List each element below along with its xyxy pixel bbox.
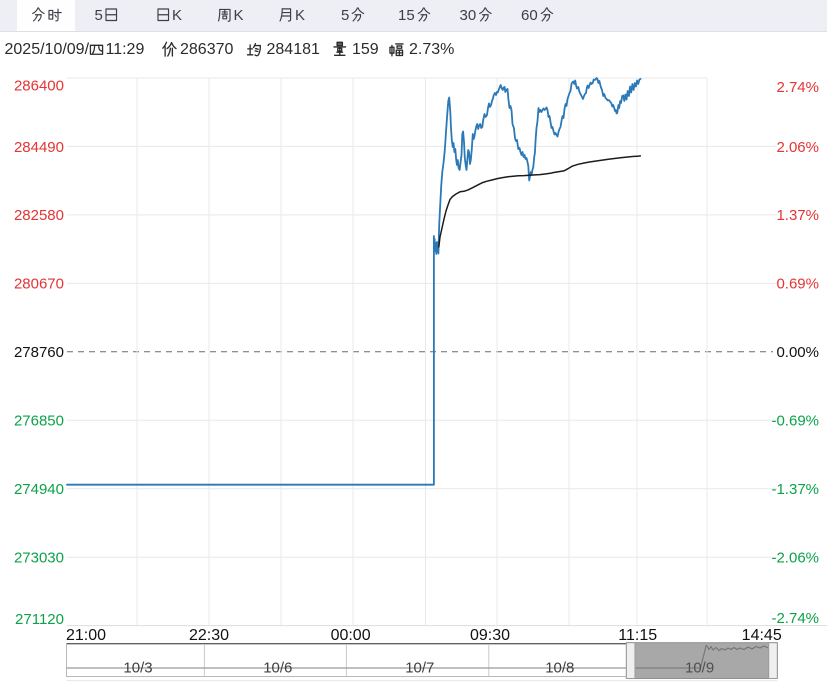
svg-text:11:15: 11:15 [618, 627, 657, 644]
svg-text:5: 5 [95, 7, 103, 24]
svg-text:10/6: 10/6 [263, 660, 292, 677]
svg-text:286370: 286370 [180, 41, 233, 58]
svg-text:15: 15 [398, 7, 415, 24]
svg-text:10/8: 10/8 [545, 660, 574, 677]
svg-text:273030: 273030 [14, 550, 64, 567]
svg-text:K: K [234, 7, 244, 24]
svg-text:10/7: 10/7 [405, 660, 434, 677]
svg-text:278760: 278760 [14, 344, 64, 361]
svg-text:2.06%: 2.06% [776, 139, 819, 156]
svg-text:-2.74%: -2.74% [771, 610, 819, 627]
svg-text:00:00: 00:00 [331, 627, 371, 644]
svg-text:-2.06%: -2.06% [771, 550, 819, 567]
svg-text:10/9: 10/9 [685, 660, 714, 677]
svg-text:K: K [295, 7, 305, 24]
svg-text:280670: 280670 [14, 276, 64, 293]
svg-text:-0.69%: -0.69% [771, 413, 819, 430]
svg-text:2025/10/09/: 2025/10/09/ [5, 41, 90, 58]
svg-text:276850: 276850 [14, 413, 64, 430]
svg-text:10/3: 10/3 [123, 660, 152, 677]
svg-text:0.00%: 0.00% [776, 344, 819, 361]
svg-text:282580: 282580 [14, 207, 64, 224]
svg-text:159: 159 [352, 41, 379, 58]
svg-text:K: K [172, 7, 182, 24]
svg-text:286400: 286400 [14, 78, 64, 95]
svg-text:30: 30 [460, 7, 477, 24]
svg-text:274940: 274940 [14, 481, 64, 498]
svg-text:09:30: 09:30 [470, 627, 510, 644]
svg-text:2.73%: 2.73% [409, 41, 454, 58]
svg-text:5: 5 [341, 7, 349, 24]
svg-text:284490: 284490 [14, 139, 64, 156]
svg-text:14:45: 14:45 [742, 627, 782, 644]
svg-text:284181: 284181 [267, 41, 320, 58]
svg-text:2.74%: 2.74% [776, 79, 819, 96]
svg-text:22:30: 22:30 [189, 627, 229, 644]
svg-text:60: 60 [521, 7, 538, 24]
svg-text:1.37%: 1.37% [776, 207, 819, 224]
svg-text:271120: 271120 [15, 611, 64, 628]
svg-text:11:29: 11:29 [106, 41, 145, 58]
svg-text:-1.37%: -1.37% [771, 481, 819, 498]
svg-text:21:00: 21:00 [66, 627, 106, 644]
svg-text:0.69%: 0.69% [776, 276, 819, 293]
